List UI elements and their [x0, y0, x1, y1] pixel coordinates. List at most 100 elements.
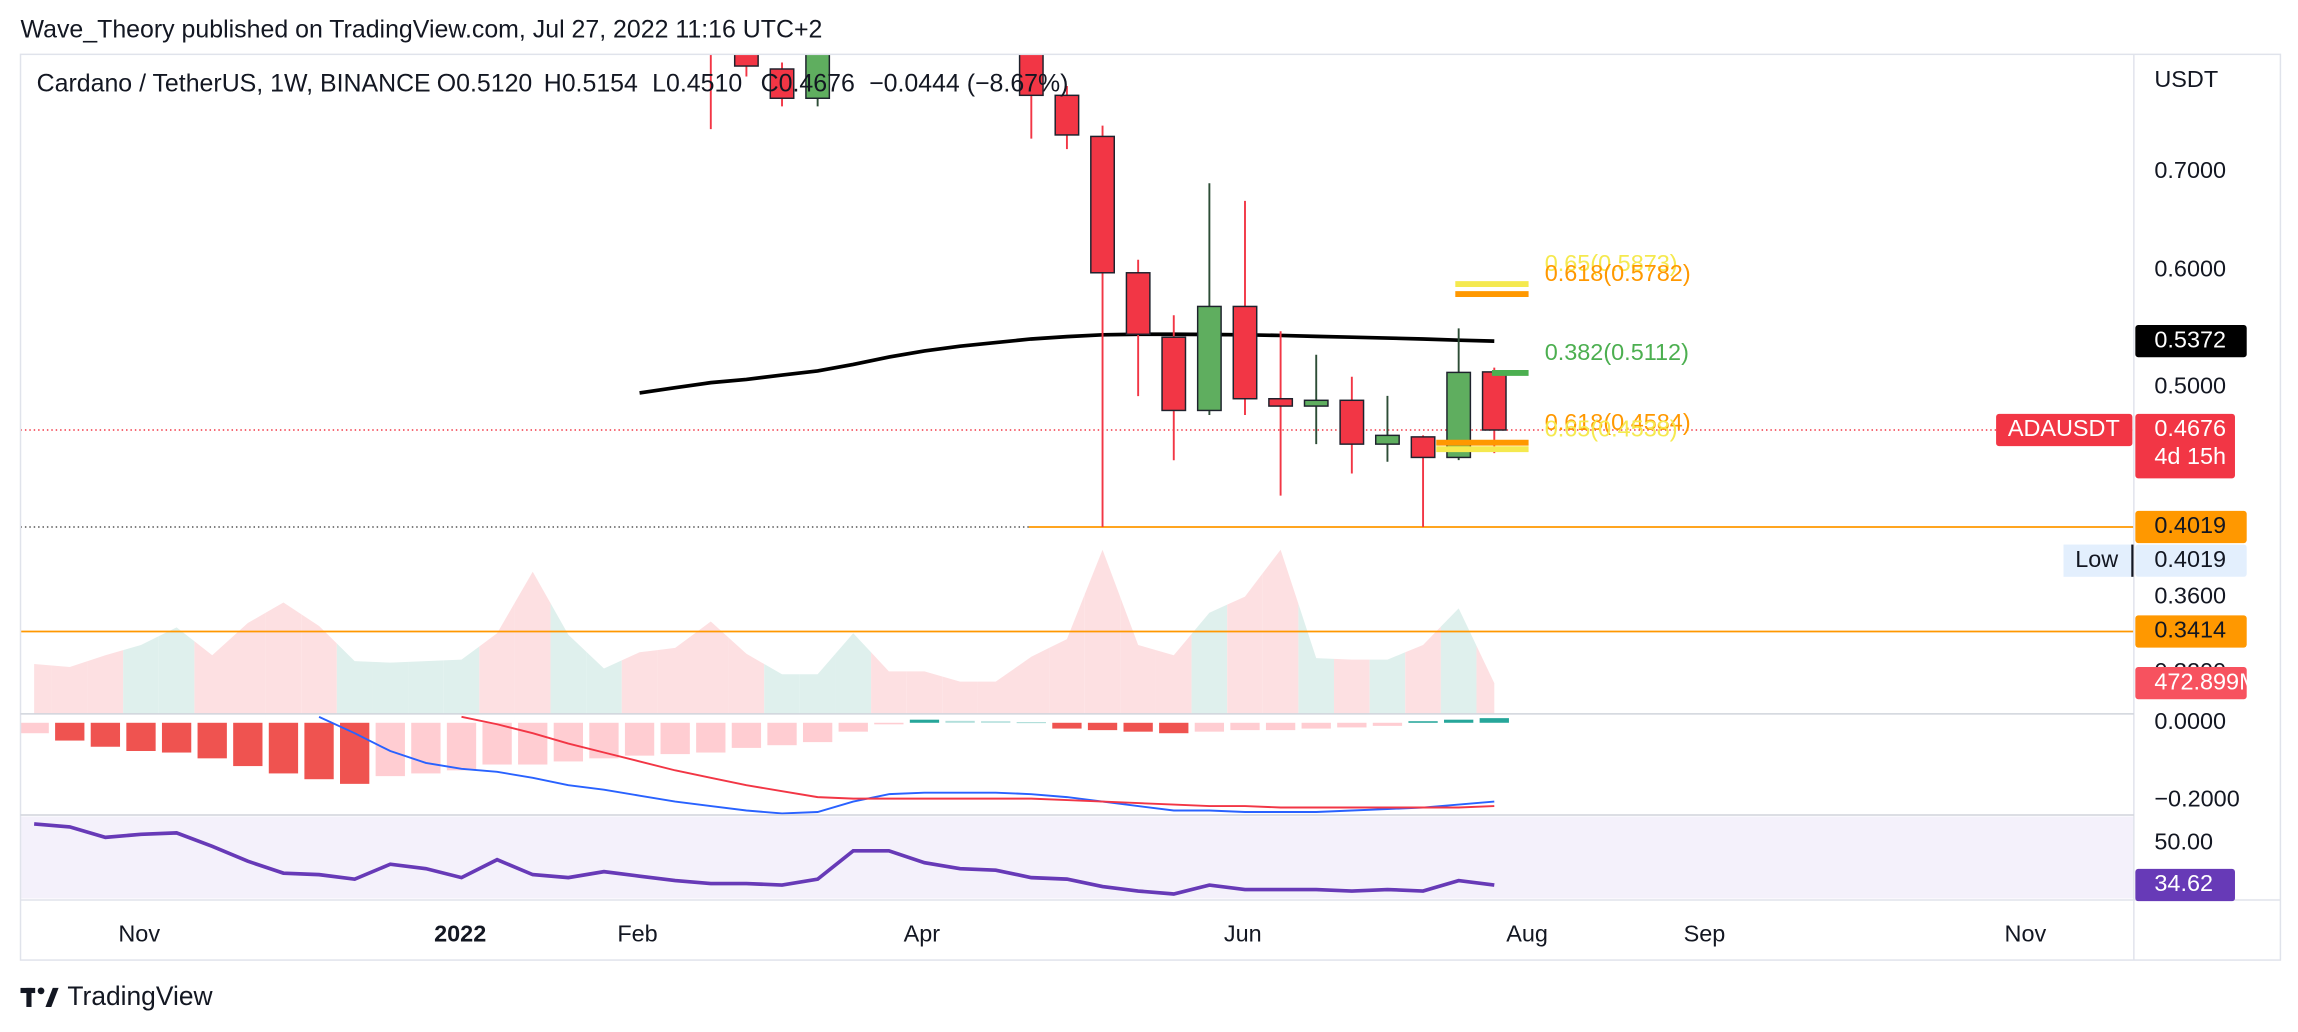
- candle-body: [1125, 272, 1151, 335]
- macd-histogram-bar: [1301, 722, 1331, 729]
- candle-body: [1481, 371, 1507, 431]
- rsi-pane: [33, 822, 1495, 896]
- candle-body: [1090, 135, 1115, 274]
- volume-area: [443, 646, 480, 714]
- axes: 0.70000.60000.50000.36000.32000.0000−0.2…: [2154, 157, 2239, 855]
- volume-area: [194, 639, 231, 714]
- candle-body: [1303, 399, 1329, 407]
- volume-area: [1334, 658, 1370, 714]
- macd-histogram-bar: [767, 722, 797, 746]
- ohlc-value: H0.5154: [544, 70, 638, 98]
- volume-area: [692, 621, 729, 714]
- logo-icon: [20, 987, 59, 1007]
- fib-label: 0.618(0.5782): [1545, 260, 1691, 286]
- macd-histogram-bar: [304, 722, 334, 780]
- candle-body: [769, 68, 795, 99]
- price-tag: [2135, 544, 2247, 577]
- fib-label: 0.65(0.4538): [1545, 415, 1678, 441]
- volume-area: [158, 627, 195, 714]
- price-tag: [2135, 615, 2247, 648]
- volume-area: [1476, 645, 1495, 714]
- macd-histogram-bar: [1087, 722, 1118, 731]
- rsi-tick-label: 50.00: [2154, 828, 2213, 854]
- volume-area: [621, 650, 658, 714]
- y-tick-label: 0.3600: [2154, 583, 2226, 609]
- price-tag-label: 0.4019: [2154, 546, 2226, 572]
- price-tag-label: 0.3414: [2154, 617, 2226, 643]
- ohlc-value: C0.4676: [761, 70, 855, 98]
- candle-body: [1268, 397, 1294, 407]
- macd-histogram-bar: [482, 722, 512, 765]
- candle-body: [733, 54, 759, 67]
- macd-histogram-bar: [1016, 722, 1046, 724]
- signal-line: [461, 715, 1495, 809]
- volume-area: [1013, 647, 1050, 714]
- macd-tick-label: 0.0000: [2154, 708, 2226, 734]
- volume-area: [514, 571, 551, 714]
- volume-area: [1440, 608, 1477, 714]
- volume-area: [906, 671, 943, 714]
- macd-histogram-bar: [731, 722, 762, 748]
- volume-area: [1405, 626, 1441, 714]
- price-pane: [20, 54, 2134, 714]
- macd-histogram-bar: [1052, 722, 1082, 729]
- macd-histogram-bar: [90, 722, 121, 747]
- volume-area: [301, 614, 337, 714]
- volume-tag-label: 472.899M: [2154, 668, 2258, 694]
- macd-histogram-bar: [233, 722, 263, 767]
- x-tick-label: Sep: [1684, 920, 1726, 946]
- macd-histogram-bar: [375, 722, 405, 777]
- volume-area: [871, 652, 907, 714]
- fib-label: 0.65(0.5873): [1545, 250, 1678, 276]
- x-tick-label: Jun: [1224, 920, 1262, 946]
- volume-area: [1155, 633, 1192, 714]
- countdown: 4d 15h: [2154, 443, 2226, 469]
- price-tag: [2135, 413, 2235, 479]
- x-tick-label: 2022: [434, 920, 486, 946]
- macd-histogram-bar: [945, 720, 975, 723]
- macd-histogram-bar: [1123, 722, 1153, 732]
- rsi-line: [33, 822, 1495, 896]
- volume-tag: [2135, 666, 2247, 700]
- symbol-tag-label: ADAUSDT: [2008, 415, 2120, 441]
- volume-area: [1120, 597, 1156, 714]
- macd-histogram-bar: [1337, 722, 1367, 728]
- macd-histogram-bar: [126, 722, 156, 751]
- y-tick-label: 0.7000: [2154, 157, 2226, 183]
- ohlc-value: O0.5120: [437, 70, 533, 98]
- x-tick-label: Aug: [1506, 920, 1548, 946]
- macd-histogram-bar: [1444, 719, 1474, 723]
- currency: USDT: [2154, 66, 2218, 92]
- x-tick-label: Nov: [2005, 920, 2047, 946]
- price-tag-label: 0.4019: [2154, 512, 2226, 538]
- macd-histogram-bar: [909, 719, 940, 723]
- candle-body: [1446, 371, 1472, 459]
- candle-body: [1161, 336, 1187, 412]
- moving-average: [639, 332, 1495, 395]
- price-tag-label: 0.5372: [2154, 326, 2226, 352]
- volume-area: [657, 634, 693, 714]
- macd-histogram-bar: [553, 722, 584, 762]
- volume-area: [230, 612, 266, 714]
- macd-histogram-bar: [1265, 722, 1296, 731]
- x-tick-label: Nov: [118, 920, 160, 946]
- volume-area: [977, 669, 1014, 714]
- candle-body: [1232, 305, 1258, 400]
- macd-histogram-bar: [55, 722, 85, 741]
- candle-body: [805, 54, 831, 99]
- fib-label: 0.618(0.4584): [1545, 409, 1691, 435]
- macd-histogram-bar: [696, 722, 726, 753]
- y-tick-label: 0.5000: [2154, 372, 2226, 398]
- rsi-band: [20, 816, 2134, 899]
- frame: [19, 53, 2282, 961]
- low-tag: [2063, 544, 2133, 577]
- chart-title: Cardano / TetherUS, 1W, BINANCE: [37, 70, 431, 98]
- macd-histogram-bar: [1408, 721, 1438, 723]
- volume-area: [942, 676, 978, 714]
- macd-histogram-bar: [411, 722, 441, 774]
- volume-area: [34, 664, 52, 714]
- publisher: Wave_Theory published on TradingView.com…: [21, 15, 823, 43]
- candle-body: [1410, 436, 1436, 459]
- ohlc-value: −0.0444 (−8.67%): [869, 70, 1068, 98]
